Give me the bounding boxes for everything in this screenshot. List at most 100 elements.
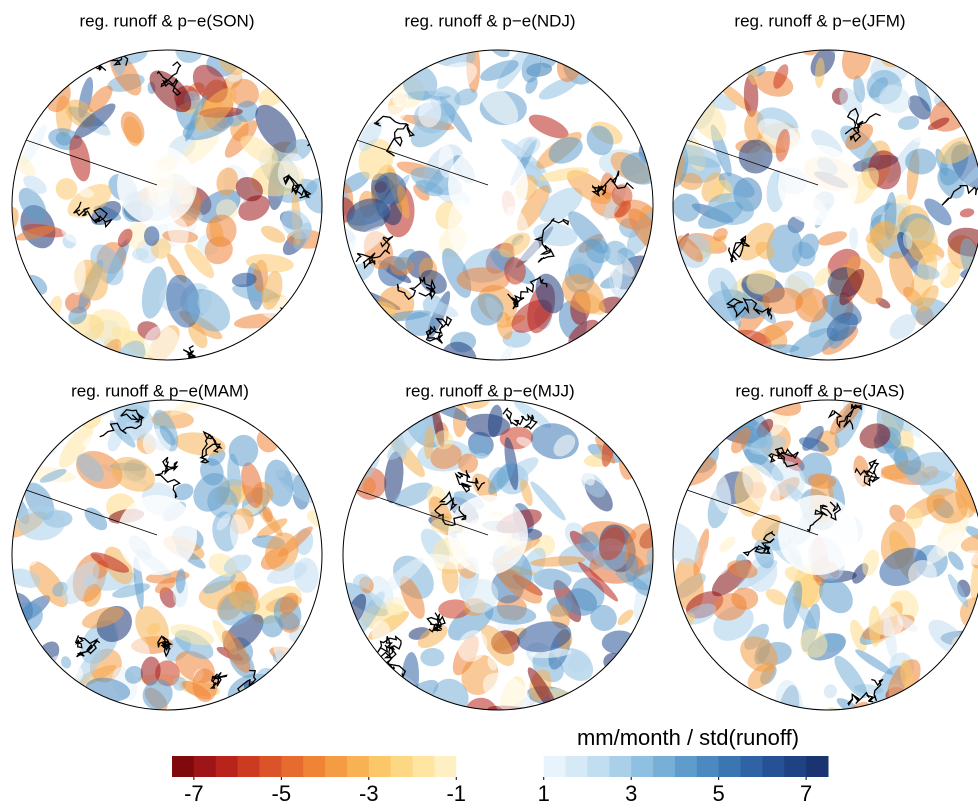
map-field <box>673 522 701 565</box>
map-field <box>18 187 47 222</box>
map-field <box>231 272 257 288</box>
map-field <box>235 176 263 202</box>
map-field <box>140 656 161 686</box>
coastline <box>199 430 223 464</box>
map-field <box>960 534 978 554</box>
map-field <box>765 588 788 606</box>
map-field <box>413 184 430 201</box>
map-field <box>241 462 263 508</box>
map-field <box>738 139 773 174</box>
map-field <box>889 314 917 340</box>
colorbar-segment <box>740 756 763 777</box>
coastline <box>533 217 570 263</box>
map-field <box>808 294 849 338</box>
map-field <box>463 578 499 614</box>
colorbar-tick-label: -1 <box>446 781 466 806</box>
colorbar-segment <box>784 756 807 777</box>
map-field <box>849 226 859 250</box>
map-field <box>434 430 454 450</box>
map-field <box>578 464 595 486</box>
map-field <box>846 256 883 305</box>
map-field <box>611 184 633 207</box>
map-field <box>823 684 838 699</box>
map-field <box>88 85 113 113</box>
map-field <box>693 528 710 576</box>
map-field <box>525 77 538 94</box>
colorbar-segment <box>762 756 785 777</box>
map-field <box>362 477 376 495</box>
map-field <box>962 550 978 566</box>
map-border <box>342 49 654 361</box>
map-field <box>400 576 425 619</box>
map-field <box>279 592 299 615</box>
map-field <box>839 268 865 306</box>
map-field <box>520 478 533 507</box>
map-field <box>938 136 976 165</box>
map-field <box>392 89 409 108</box>
map-field <box>813 267 831 287</box>
map-panel <box>343 50 653 360</box>
map-field <box>514 401 552 429</box>
coastline <box>844 107 881 143</box>
map-field <box>673 193 701 222</box>
map-field <box>377 104 407 125</box>
map-field <box>481 625 515 667</box>
map-field <box>538 76 579 100</box>
map-field <box>143 226 160 247</box>
colorbar-tick-label: 3 <box>625 781 637 806</box>
map-field <box>516 436 533 448</box>
map-field <box>142 679 173 710</box>
map-field <box>578 561 619 602</box>
map-field <box>937 167 965 199</box>
map-field <box>267 562 308 584</box>
colorbar-segment <box>281 756 304 777</box>
map-field <box>815 57 825 89</box>
map-field <box>173 483 194 501</box>
map-panel <box>343 400 653 710</box>
map-field <box>713 228 728 242</box>
coastline <box>768 447 799 468</box>
map-field <box>230 78 259 108</box>
map-field <box>84 507 108 531</box>
colorbar-segment <box>346 756 370 777</box>
map-field <box>590 604 617 631</box>
coastline <box>73 201 113 229</box>
map-field <box>159 425 176 446</box>
map-field <box>718 172 755 198</box>
map-field <box>17 505 65 541</box>
map-field <box>487 404 503 438</box>
map-field <box>905 148 937 175</box>
coastline <box>426 612 446 633</box>
map-field <box>61 656 72 669</box>
map-field <box>859 423 891 449</box>
map-field <box>781 452 805 472</box>
map-field <box>548 136 583 164</box>
map-field <box>836 698 865 710</box>
dateline <box>343 134 489 186</box>
map-border <box>672 49 978 361</box>
map-field <box>484 604 537 625</box>
panel-title: reg. runoff & p−e(SON) <box>80 11 255 30</box>
map-field <box>564 588 598 616</box>
map-field <box>914 74 932 112</box>
colorbar-segment <box>303 756 326 777</box>
map-field <box>132 248 149 261</box>
map-field <box>487 656 497 671</box>
coastline <box>209 671 228 689</box>
map-field <box>73 103 116 139</box>
colorbar-segment <box>368 756 392 777</box>
map-field <box>625 554 639 583</box>
map-field <box>204 236 233 265</box>
map-panel <box>673 50 978 360</box>
colorbar-segment <box>237 756 260 777</box>
map-field <box>170 624 215 646</box>
panel-title: reg. runoff & p−e(MJJ) <box>405 381 574 400</box>
map-field <box>925 530 963 565</box>
map-field <box>530 481 566 521</box>
map-field <box>216 167 238 196</box>
map-field <box>39 468 67 483</box>
map-field <box>384 451 404 504</box>
map-field <box>947 573 969 608</box>
coastline <box>684 698 724 710</box>
map-field <box>789 327 840 359</box>
